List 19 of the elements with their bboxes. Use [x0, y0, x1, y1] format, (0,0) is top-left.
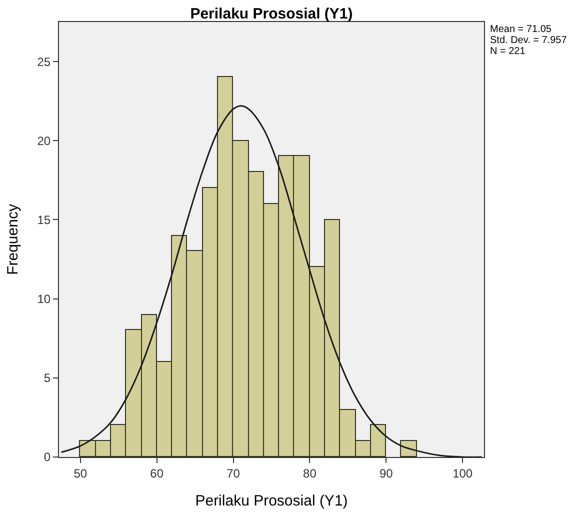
- line-series: [60, 105, 482, 457]
- x-tick-label: 100: [452, 466, 473, 480]
- y-axis-title: Frequency: [4, 204, 22, 275]
- x-axis-title: Perilaku Prososial (Y1): [195, 492, 348, 510]
- y-tick-label: 0: [44, 450, 51, 464]
- x-tick-label: 80: [303, 466, 317, 480]
- y-tick-label: 15: [37, 212, 51, 227]
- y-tick-label: 25: [37, 54, 51, 69]
- text: Std. Dev. = 7.957: [490, 35, 568, 46]
- x-tick-label: 60: [150, 466, 164, 480]
- text: Mean = 71.05: [490, 24, 552, 35]
- x-tick-label: 70: [226, 466, 240, 480]
- y-tick-label: 20: [37, 134, 51, 148]
- y-tick-label: 5: [44, 371, 51, 386]
- chart-title: Perilaku Prososial (Y1): [190, 5, 353, 22]
- x-tick-label: 90: [379, 466, 394, 480]
- y-tick-label: 10: [37, 292, 51, 306]
- text: N = 221: [490, 46, 526, 57]
- x-tick-label: 50: [74, 466, 88, 480]
